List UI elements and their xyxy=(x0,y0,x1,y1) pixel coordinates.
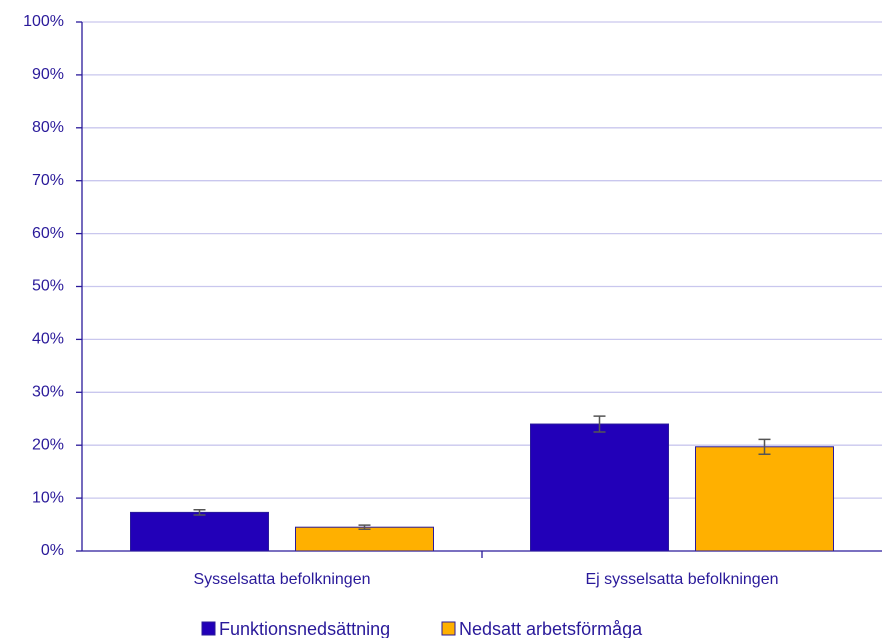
y-tick-label: 0% xyxy=(41,542,64,559)
y-tick-label: 40% xyxy=(32,331,64,348)
bar xyxy=(130,511,269,552)
legend-swatch xyxy=(201,621,216,636)
error-bar xyxy=(193,508,206,516)
y-tick-label: 60% xyxy=(32,225,64,242)
x-tick-label: Ej sysselsatta befolkningen xyxy=(586,571,779,588)
legend-label: Nedsatt arbetsförmåga xyxy=(459,619,643,638)
y-tick-label: 30% xyxy=(32,384,64,401)
y-tick-label: 90% xyxy=(32,66,64,83)
bar xyxy=(530,423,669,552)
x-tick-label: Sysselsatta befolkningen xyxy=(194,571,371,588)
legend-swatch xyxy=(441,621,456,636)
y-tick-label: 20% xyxy=(32,436,64,453)
y-tick-label: 100% xyxy=(23,13,64,30)
bar xyxy=(695,446,834,552)
y-tick-label: 70% xyxy=(32,172,64,189)
error-bar xyxy=(593,415,606,433)
y-tick-label: 50% xyxy=(32,278,64,295)
bar xyxy=(295,526,434,552)
error-bar xyxy=(758,438,771,455)
legend-label: Funktionsnedsättning xyxy=(219,619,390,638)
y-tick-label: 10% xyxy=(32,489,64,506)
y-tick-label: 80% xyxy=(32,119,64,136)
error-bar xyxy=(358,524,371,531)
